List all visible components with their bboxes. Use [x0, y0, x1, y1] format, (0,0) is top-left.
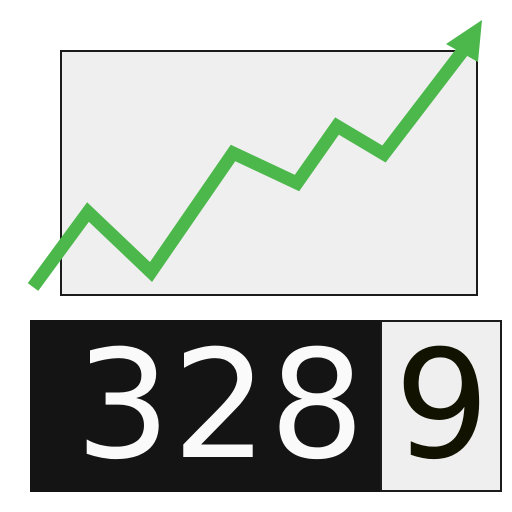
counter-digit-highlighted: 9: [394, 319, 490, 493]
number-counter: 3 2 8 9: [30, 320, 502, 492]
counter-digit: 2: [172, 319, 268, 493]
trend-arrowhead: [446, 20, 482, 62]
counter-digit: 3: [75, 319, 171, 493]
trend-line: [27, 48, 468, 291]
counter-digit: 8: [269, 319, 365, 493]
counter-dark-segment: [30, 320, 380, 492]
counter-highlight-segment: [380, 320, 502, 492]
